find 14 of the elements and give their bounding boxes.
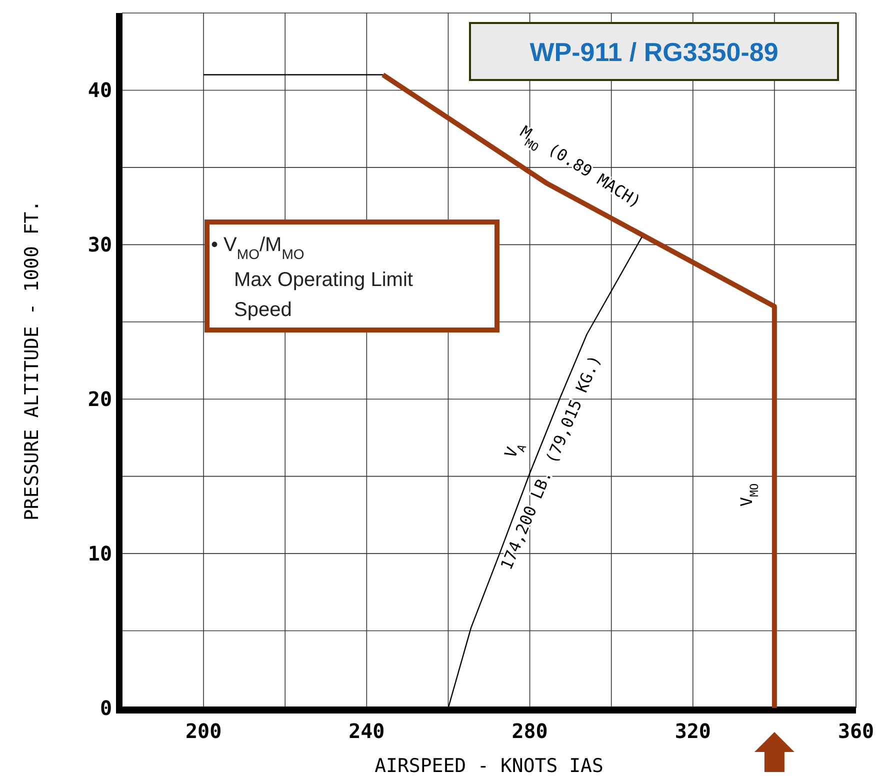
y-tick-label: 20	[88, 387, 112, 412]
x-tick-label: 240	[348, 719, 385, 743]
y-axis-title: PRESSURE ALTITUDE - 1000 FT.	[21, 200, 43, 521]
annotation: • V$_{MO}$/M$_{MO}$ Max Operating Limit Speed	[211, 234, 414, 321]
x-tick-label: 360	[838, 719, 874, 743]
text: WP-911 / RG3350-89	[530, 37, 778, 67]
y-tick-label: 0	[100, 696, 112, 720]
x-tick-label: 200	[185, 719, 222, 743]
y-tick-label: 30	[88, 232, 112, 257]
y-tick-label: 10	[88, 542, 112, 566]
x-tick-label: 280	[512, 719, 548, 743]
x-tick-label: 320	[674, 719, 711, 743]
x-axis-title: AIRSPEED - KNOTS IAS	[374, 755, 604, 777]
y-tick-label: 40	[88, 78, 112, 102]
